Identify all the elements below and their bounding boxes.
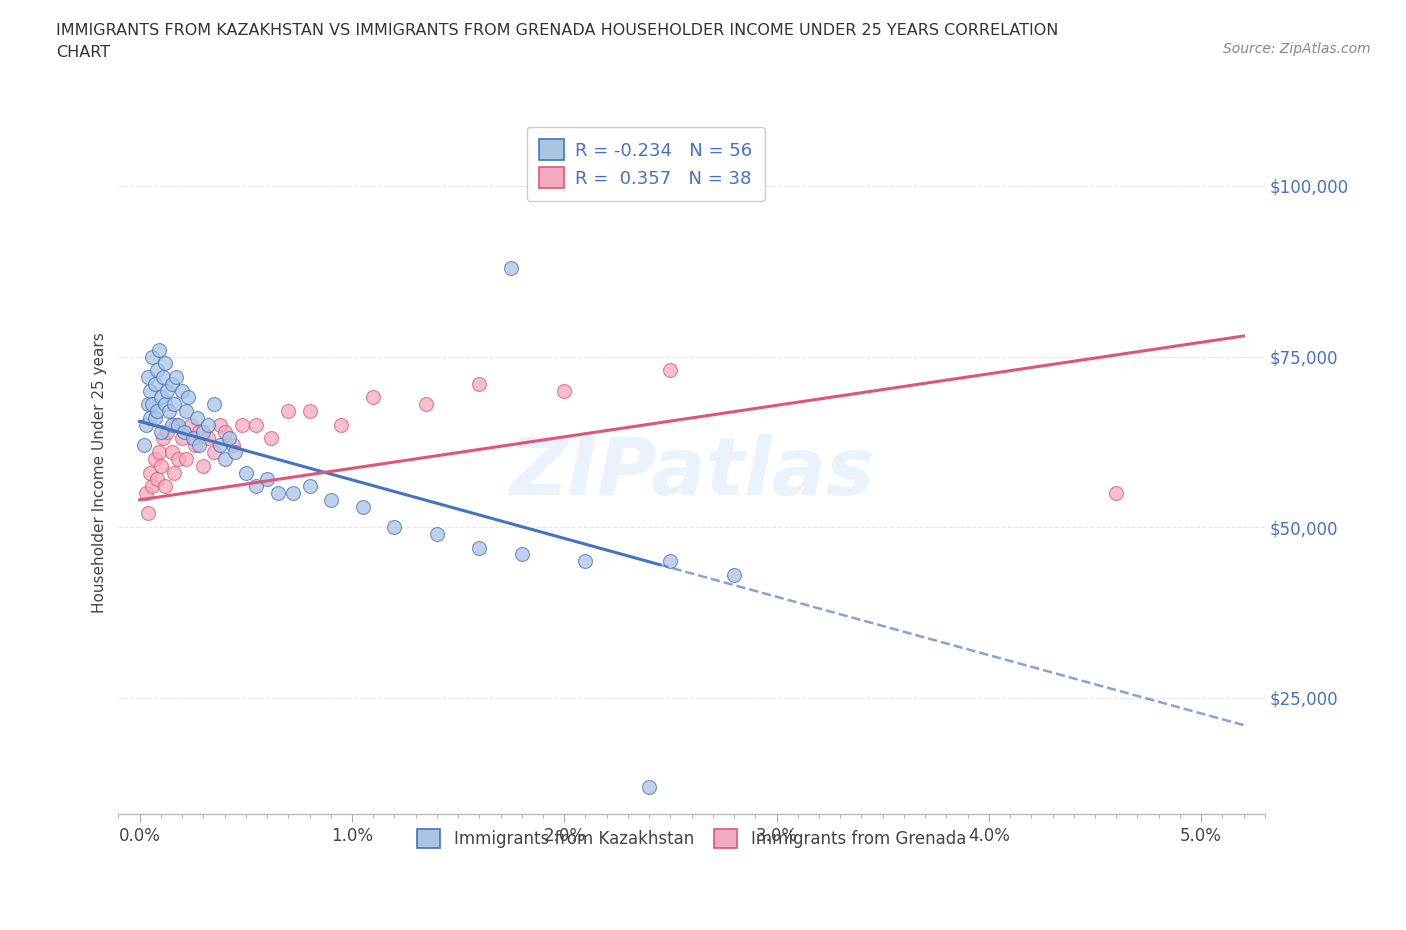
Point bbox=[148, 445, 170, 459]
Point bbox=[153, 479, 176, 494]
Point bbox=[139, 465, 162, 480]
Point bbox=[145, 472, 167, 486]
Point bbox=[361, 390, 384, 405]
Point bbox=[298, 404, 321, 418]
Point bbox=[172, 383, 194, 398]
Point bbox=[330, 418, 353, 432]
Point bbox=[510, 547, 533, 562]
Point bbox=[209, 438, 232, 453]
Point bbox=[172, 431, 194, 445]
Point bbox=[156, 383, 179, 398]
Point bbox=[245, 479, 267, 494]
Point bbox=[149, 424, 172, 439]
Point bbox=[143, 377, 166, 392]
Point bbox=[141, 479, 163, 494]
Point bbox=[141, 397, 163, 412]
Point bbox=[143, 410, 166, 425]
Point bbox=[141, 349, 163, 364]
Point bbox=[152, 431, 174, 445]
Point bbox=[574, 554, 596, 569]
Point bbox=[184, 438, 207, 453]
Point bbox=[256, 472, 278, 486]
Point bbox=[160, 418, 183, 432]
Point bbox=[277, 404, 299, 418]
Point bbox=[193, 458, 215, 473]
Point bbox=[167, 418, 190, 432]
Point bbox=[222, 438, 245, 453]
Point bbox=[135, 485, 157, 500]
Point bbox=[553, 383, 575, 398]
Point bbox=[723, 567, 745, 582]
Point bbox=[145, 404, 167, 418]
Point bbox=[188, 438, 211, 453]
Point bbox=[202, 445, 225, 459]
Point bbox=[1105, 485, 1128, 500]
Point bbox=[162, 465, 184, 480]
Point bbox=[165, 369, 187, 384]
Point bbox=[202, 397, 225, 412]
Point bbox=[149, 390, 172, 405]
Point bbox=[209, 418, 232, 432]
Point bbox=[160, 445, 183, 459]
Point bbox=[298, 479, 321, 494]
Text: IMMIGRANTS FROM KAZAKHSTAN VS IMMIGRANTS FROM GRENADA HOUSEHOLDER INCOME UNDER 2: IMMIGRANTS FROM KAZAKHSTAN VS IMMIGRANTS… bbox=[56, 23, 1059, 60]
Point bbox=[162, 397, 184, 412]
Point bbox=[415, 397, 437, 412]
Point bbox=[218, 431, 240, 445]
Point bbox=[157, 404, 180, 418]
Point bbox=[177, 390, 200, 405]
Point bbox=[214, 424, 236, 439]
Point bbox=[659, 363, 682, 378]
Point bbox=[181, 431, 204, 445]
Point bbox=[165, 418, 187, 432]
Point bbox=[659, 554, 682, 569]
Point bbox=[173, 424, 195, 439]
Point bbox=[384, 520, 406, 535]
Point bbox=[153, 356, 176, 371]
Point bbox=[139, 383, 162, 398]
Point bbox=[135, 418, 157, 432]
Point bbox=[153, 397, 176, 412]
Point bbox=[193, 424, 215, 439]
Point bbox=[176, 404, 198, 418]
Point bbox=[281, 485, 304, 500]
Point bbox=[136, 506, 159, 521]
Point bbox=[260, 431, 283, 445]
Point bbox=[148, 342, 170, 357]
Point bbox=[145, 363, 167, 378]
Point bbox=[245, 418, 267, 432]
Point bbox=[197, 431, 219, 445]
Point bbox=[156, 424, 179, 439]
Y-axis label: Householder Income Under 25 years: Householder Income Under 25 years bbox=[93, 332, 107, 613]
Point bbox=[139, 410, 162, 425]
Legend: Immigrants from Kazakhstan, Immigrants from Grenada: Immigrants from Kazakhstan, Immigrants f… bbox=[409, 821, 974, 857]
Text: ZIPatlas: ZIPatlas bbox=[509, 433, 875, 512]
Point bbox=[319, 492, 342, 507]
Point bbox=[468, 377, 491, 392]
Point bbox=[224, 445, 246, 459]
Point bbox=[143, 451, 166, 466]
Point bbox=[235, 465, 257, 480]
Text: Source: ZipAtlas.com: Source: ZipAtlas.com bbox=[1223, 42, 1371, 56]
Point bbox=[266, 485, 288, 500]
Point bbox=[638, 779, 661, 794]
Point bbox=[197, 418, 219, 432]
Point bbox=[468, 540, 491, 555]
Point bbox=[167, 451, 190, 466]
Point bbox=[180, 418, 202, 432]
Point bbox=[501, 260, 523, 275]
Point bbox=[160, 377, 183, 392]
Point bbox=[231, 418, 253, 432]
Point bbox=[136, 369, 159, 384]
Point bbox=[149, 458, 172, 473]
Point bbox=[136, 397, 159, 412]
Point bbox=[188, 424, 211, 439]
Point bbox=[214, 451, 236, 466]
Point bbox=[352, 499, 374, 514]
Point bbox=[426, 526, 449, 541]
Point bbox=[176, 451, 198, 466]
Point bbox=[132, 438, 155, 453]
Point bbox=[152, 369, 174, 384]
Point bbox=[186, 410, 208, 425]
